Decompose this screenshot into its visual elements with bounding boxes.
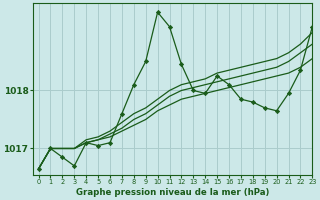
X-axis label: Graphe pression niveau de la mer (hPa): Graphe pression niveau de la mer (hPa)	[76, 188, 269, 197]
